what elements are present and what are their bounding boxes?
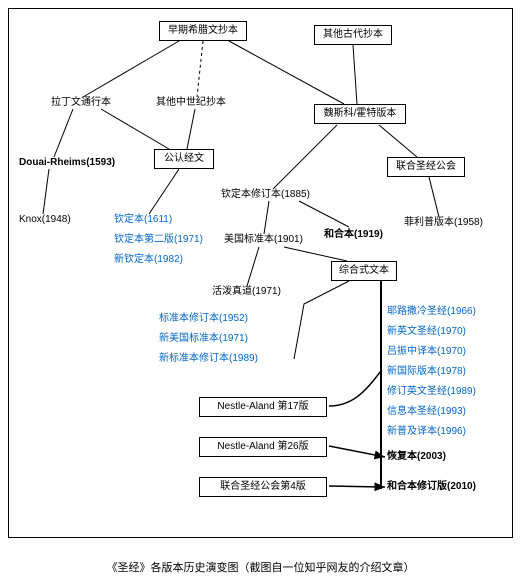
node-ubs-4: 联合圣经公会第4版 bbox=[199, 477, 327, 497]
node-united-bible-societies: 联合圣经公会 bbox=[387, 157, 465, 177]
node-message-1993: 信息本圣经(1993) bbox=[387, 406, 466, 418]
node-nestle-aland-17: Nestle-Aland 第17版 bbox=[199, 397, 327, 417]
figure-caption: 《圣经》各版本历史演变图（截图自一位知乎网友的介绍文章） bbox=[0, 559, 521, 575]
node-textus-receptus: 公认经文 bbox=[154, 149, 214, 169]
node-cuv-1919: 和合本(1919) bbox=[324, 229, 383, 241]
node-rcuv-2010: 和合本修订版(2010) bbox=[387, 481, 476, 493]
node-living-bible-1971: 活泼真道(1971) bbox=[212, 286, 281, 298]
node-latin-vulgate: 拉丁文通行本 bbox=[51, 97, 111, 109]
node-jerusalem-1966: 耶路撒冷圣经(1966) bbox=[387, 306, 476, 318]
bible-versions-flowchart: 早期希腊文抄本 其他古代抄本 拉丁文通行本 其他中世纪抄本 魏斯科/霍特版本 D… bbox=[8, 8, 513, 538]
node-nlt-1996: 新普及译本(1996) bbox=[387, 426, 466, 438]
node-kjv2-1971: 钦定本第二版(1971) bbox=[114, 234, 203, 246]
node-niv-1978: 新国际版本(1978) bbox=[387, 366, 466, 378]
node-other-medieval-ms: 其他中世纪抄本 bbox=[156, 97, 226, 109]
node-douai-rheims: Douai-Rheims(1593) bbox=[19, 157, 115, 169]
node-other-ancient-ms: 其他古代抄本 bbox=[314, 25, 392, 45]
node-neb-1970: 新英文圣经(1970) bbox=[387, 326, 466, 338]
node-rsv-1952: 标准本修订本(1952) bbox=[159, 313, 248, 325]
node-lu-zhenzhong-1970: 吕振中译本(1970) bbox=[387, 346, 466, 358]
node-asv-1901: 美国标准本(1901) bbox=[224, 234, 303, 246]
node-reb-1989: 修订英文圣经(1989) bbox=[387, 386, 476, 398]
node-eclectic-text: 综合式文本 bbox=[331, 261, 397, 281]
node-recovery-2003: 恢复本(2003) bbox=[387, 451, 446, 463]
node-kjv-1611: 钦定本(1611) bbox=[114, 214, 172, 226]
node-knox-1948: Knox(1948) bbox=[19, 214, 71, 226]
node-nasb-1971: 新美国标准本(1971) bbox=[159, 333, 248, 345]
node-westcott-hort: 魏斯科/霍特版本 bbox=[314, 104, 406, 124]
node-phillips-1958: 菲利普版本(1958) bbox=[404, 217, 483, 229]
node-nestle-aland-26: Nestle-Aland 第26版 bbox=[199, 437, 327, 457]
node-nkjv-1982: 新钦定本(1982) bbox=[114, 254, 183, 266]
node-nrsv-1989: 新标准本修订本(1989) bbox=[159, 353, 258, 365]
node-rv-1885: 钦定本修订本(1885) bbox=[221, 189, 310, 201]
node-early-greek-ms: 早期希腊文抄本 bbox=[159, 21, 247, 41]
